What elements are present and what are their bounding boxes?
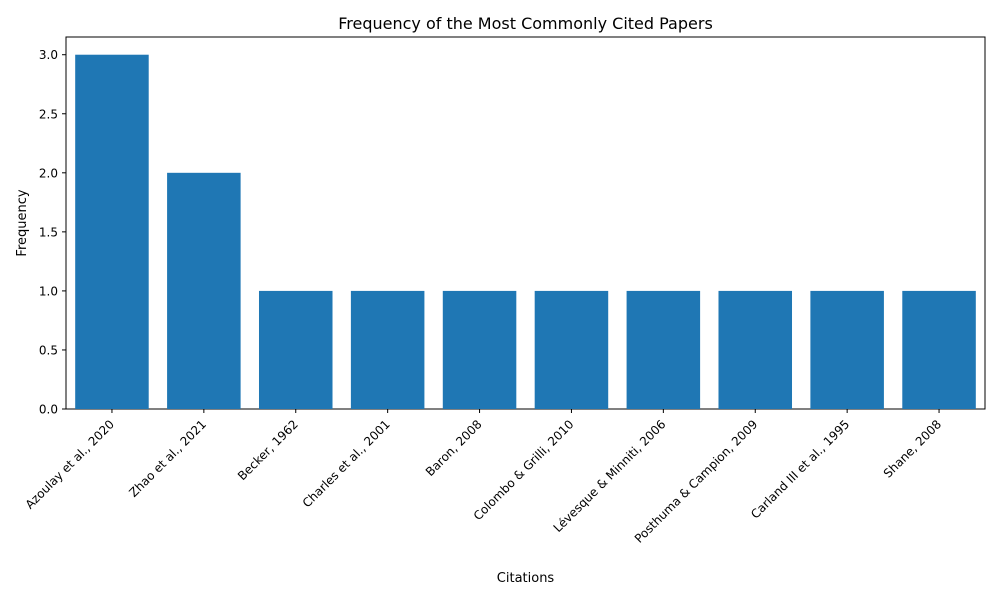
bar bbox=[626, 290, 701, 409]
bar bbox=[902, 290, 976, 409]
x-tick-label: Azoulay et al., 2020 bbox=[23, 417, 117, 511]
x-tick-label: Colombo & Grilli, 2010 bbox=[471, 417, 577, 523]
bar bbox=[167, 172, 241, 409]
y-tick-label: 2.0 bbox=[39, 166, 58, 180]
x-tick-label: Shane, 2008 bbox=[881, 417, 944, 480]
y-tick-label: 2.5 bbox=[39, 107, 58, 121]
y-axis: 0.0 0.5 1.0 1.5 2.0 2.5 3.0 bbox=[39, 48, 66, 417]
x-tick-label: Becker, 1962 bbox=[235, 417, 301, 483]
x-tick-label: Charles et al., 2001 bbox=[300, 417, 393, 510]
y-tick-label: 1.0 bbox=[39, 284, 58, 298]
bar bbox=[75, 54, 149, 409]
bar bbox=[258, 290, 333, 409]
bars bbox=[75, 54, 976, 409]
x-axis: Azoulay et al., 2020 Zhao et al., 2021 Bec… bbox=[23, 409, 944, 546]
plot-frame bbox=[65, 36, 986, 410]
y-axis-label: Frequency bbox=[15, 189, 30, 256]
x-tick-label: Zhao et al., 2021 bbox=[126, 417, 209, 500]
chart-title: Frequency of the Most Commonly Cited Pap… bbox=[338, 14, 713, 33]
y-tick-label: 3.0 bbox=[39, 48, 58, 62]
bar bbox=[718, 290, 793, 409]
bar bbox=[810, 290, 884, 409]
plot-area bbox=[65, 36, 986, 410]
y-tick-label: 1.5 bbox=[39, 225, 58, 239]
x-tick-label: Carland III et al., 1995 bbox=[748, 417, 852, 521]
y-tick-label: 0.5 bbox=[39, 343, 58, 357]
x-axis-label: Citations bbox=[497, 571, 555, 586]
bar bbox=[442, 290, 517, 409]
y-tick-label: 0.0 bbox=[39, 403, 58, 417]
x-tick-label: Baron, 2008 bbox=[423, 417, 485, 479]
bar bbox=[534, 290, 609, 409]
bar bbox=[350, 290, 425, 409]
